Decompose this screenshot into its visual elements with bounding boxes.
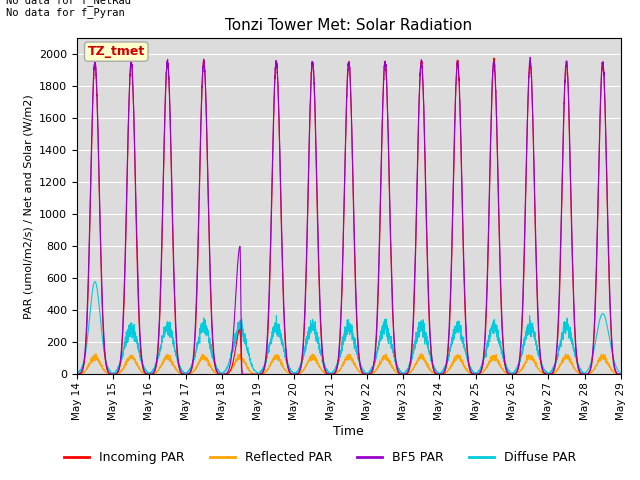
Title: Tonzi Tower Met: Solar Radiation: Tonzi Tower Met: Solar Radiation [225, 18, 472, 33]
Text: TZ_tmet: TZ_tmet [88, 45, 145, 58]
Y-axis label: PAR (umol/m2/s) / Net and Solar (W/m2): PAR (umol/m2/s) / Net and Solar (W/m2) [24, 94, 33, 319]
Legend: Incoming PAR, Reflected PAR, BF5 PAR, Diffuse PAR: Incoming PAR, Reflected PAR, BF5 PAR, Di… [59, 446, 581, 469]
X-axis label: Time: Time [333, 425, 364, 438]
Text: No data for f_NetRad
No data for f_Pyran: No data for f_NetRad No data for f_Pyran [6, 0, 131, 18]
